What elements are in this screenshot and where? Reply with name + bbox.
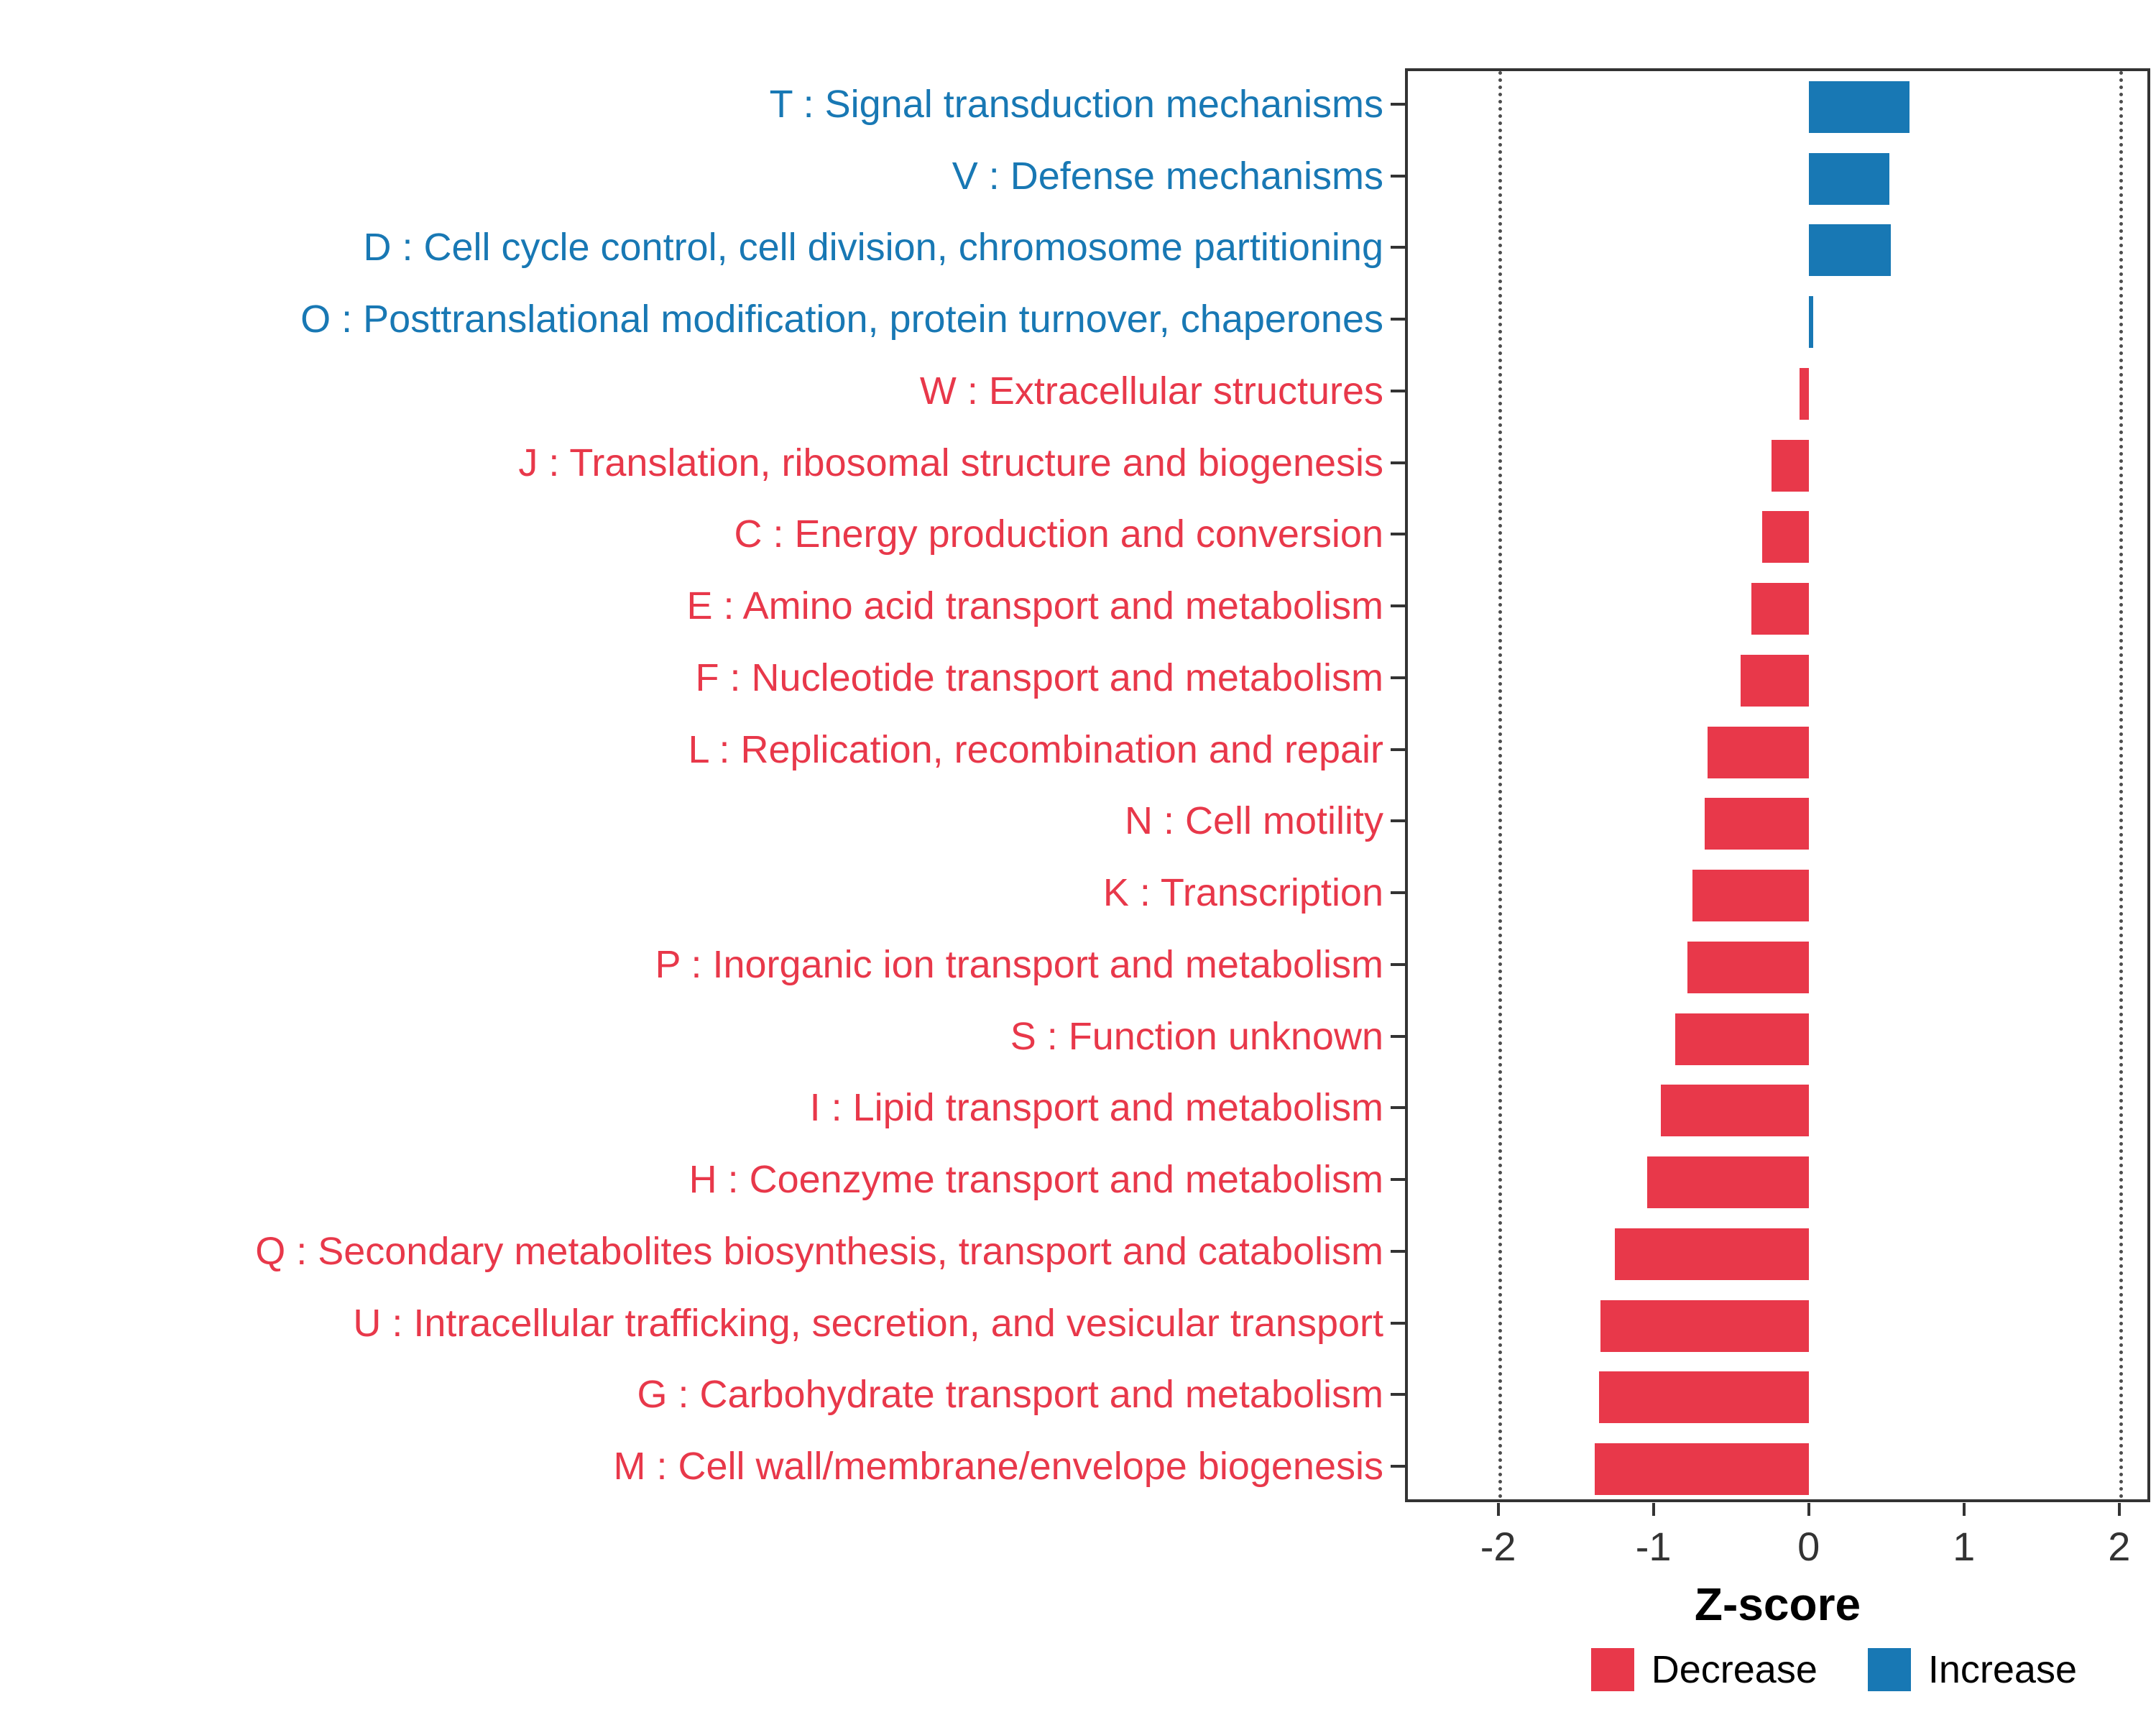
y-tick-mark [1391,1106,1405,1110]
y-tick-mark [1391,748,1405,751]
category-label: J : Translation, ribosomal structure and… [518,441,1383,484]
y-tick-mark [1391,891,1405,895]
legend-item: Decrease [1590,1647,1818,1692]
bar [1600,1300,1809,1352]
legend-swatch [1590,1648,1634,1691]
bar [1647,1156,1809,1209]
category-label: L : Replication, recombination and repai… [688,727,1383,771]
y-axis-ticks [1391,68,1405,1502]
y-tick-mark [1391,246,1405,249]
bar [1692,870,1809,922]
y-tick-mark [1391,1249,1405,1253]
category-label: I : Lipid transport and metabolism [809,1086,1383,1130]
bar [1687,941,1809,993]
x-tick-mark [1962,1503,1966,1516]
category-label: W : Extracellular structures [919,369,1383,413]
y-tick-mark [1391,676,1405,679]
plot-panel [1405,68,2150,1502]
bar [1808,80,1910,133]
legend-label: Increase [1927,1648,2077,1691]
category-label: N : Cell motility [1124,799,1383,843]
legend-item: Increase [1867,1647,2077,1692]
y-tick-mark [1391,1465,1405,1468]
x-tick-label: 1 [1953,1524,1976,1569]
y-tick-mark [1391,533,1405,536]
bar [1808,224,1892,277]
y-tick-mark [1391,962,1405,966]
category-label: F : Nucleotide transport and metabolism [695,656,1383,699]
bar [1594,1443,1809,1496]
category-label: U : Intracellular trafficking, secretion… [353,1301,1383,1345]
x-tick-mark [1807,1503,1810,1516]
y-tick-mark [1391,174,1405,178]
category-label: E : Amino acid transport and metabolism [686,584,1383,628]
y-tick-mark [1391,102,1405,106]
y-tick-mark [1391,1321,1405,1325]
x-tick-mark [2117,1503,2121,1516]
bar [1751,583,1809,635]
y-tick-mark [1391,461,1405,464]
category-label: O : Posttranslational modification, prot… [300,298,1383,341]
legend-label: Decrease [1651,1648,1818,1691]
category-label: M : Cell wall/membrane/envelope biogenes… [613,1445,1383,1489]
y-tick-mark [1391,1393,1405,1397]
x-tick-label: -2 [1480,1524,1516,1569]
y-tick-mark [1391,1034,1405,1038]
x-tick-label: 0 [1797,1524,1820,1569]
category-label: G : Carbohydrate transport and metabolis… [637,1373,1384,1417]
category-labels: T : Signal transduction mechanisms V : De… [0,68,1383,1502]
y-tick-mark [1391,389,1405,392]
x-tick-label: -1 [1635,1524,1672,1569]
dotted-gridline [1498,71,1502,1499]
category-label: T : Signal transduction mechanisms [769,82,1383,126]
bar [1614,1228,1809,1280]
x-tick-mark [1496,1503,1500,1516]
category-label: K : Transcription [1102,871,1383,915]
bar [1674,1013,1809,1065]
bar [1661,1085,1809,1137]
category-label: C : Energy production and conversion [734,512,1383,556]
bar [1704,798,1809,850]
bar [1799,367,1809,420]
y-tick-mark [1391,1178,1405,1182]
category-label: S : Function unknown [1010,1014,1383,1058]
category-label: P : Inorganic ion transport and metaboli… [655,942,1383,986]
legend-swatch [1867,1648,1911,1691]
x-axis-ticks: -2 -1 0 1 2 [1405,1503,2150,1589]
category-label: Q : Secondary metabolites biosynthesis, … [255,1229,1383,1273]
bar [1808,152,1890,205]
y-tick-mark [1391,318,1405,321]
x-tick-label: 2 [2108,1524,2131,1569]
dotted-gridline [2119,71,2123,1499]
category-label: V : Defense mechanisms [952,154,1383,198]
x-axis-title: Z-score [1694,1578,1861,1630]
y-tick-mark [1391,819,1405,823]
category-label: H : Coenzyme transport and metabolism [688,1158,1383,1202]
bar [1771,439,1809,492]
bar [1808,296,1814,349]
legend: Decrease Increase [1590,1647,2077,1692]
x-tick-mark [1651,1503,1655,1516]
bar [1708,726,1809,778]
y-tick-mark [1391,604,1405,608]
bar [1740,654,1809,707]
bar [1599,1371,1809,1424]
category-label: D : Cell cycle control, cell division, c… [363,226,1383,270]
bar [1761,511,1809,564]
